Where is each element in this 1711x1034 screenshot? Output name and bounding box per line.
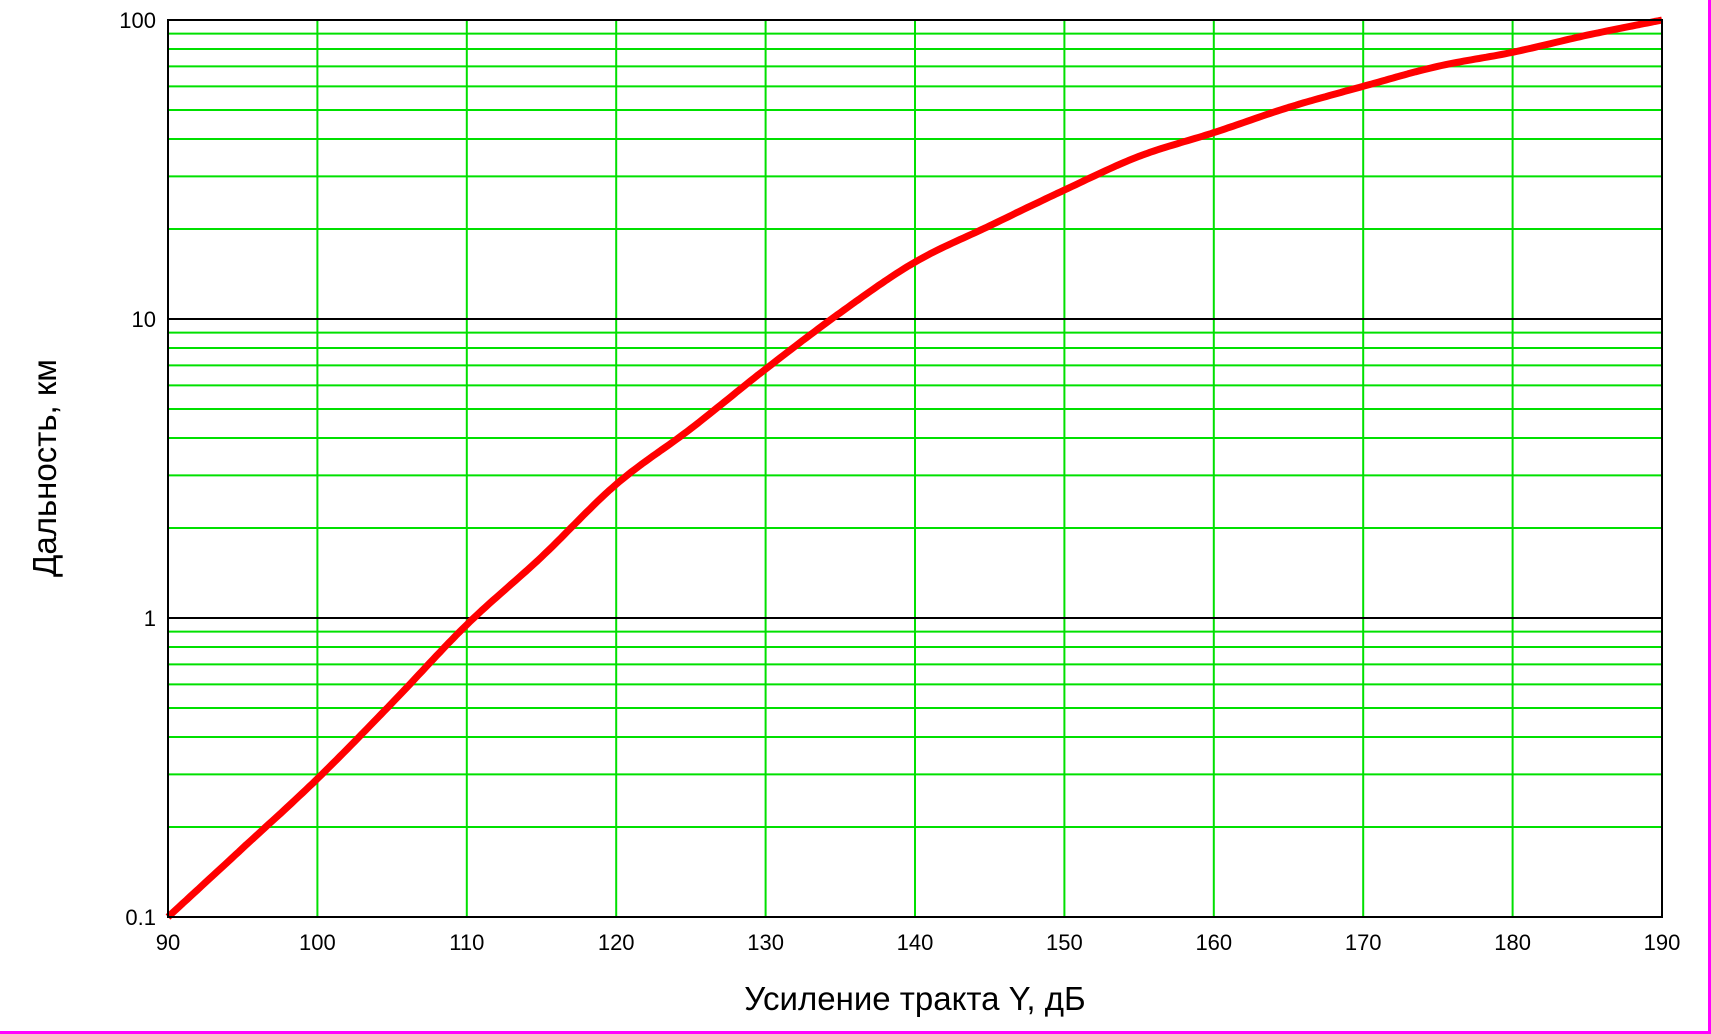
tick-labels: 90 100 110 120 130 140 150 160 170 180 1900.111010…	[119, 8, 1680, 955]
x-tick-label: 140	[897, 930, 934, 955]
x-tick-label: 90	[156, 930, 180, 955]
grid-lines	[168, 20, 1662, 917]
x-tick-label: 190	[1644, 930, 1681, 955]
x-tick-label: 170	[1345, 930, 1382, 955]
x-tick-label: 100	[299, 930, 336, 955]
y-tick-label: 0.1	[125, 905, 156, 930]
y-axis-title: Дальность, км	[26, 359, 63, 577]
x-tick-label: 120	[598, 930, 635, 955]
y-tick-label: 1	[144, 606, 156, 631]
plot-border	[167, 19, 1663, 918]
range-curve	[165, 16, 1663, 920]
x-tick-label: 110	[449, 930, 484, 955]
y-tick-label: 10	[132, 307, 156, 332]
x-axis-title: Усиление тракта Y, дБ	[744, 980, 1085, 1017]
x-tick-label: 180	[1494, 930, 1531, 955]
series-layer	[165, 16, 1663, 920]
x-tick-label: 150	[1046, 930, 1083, 955]
x-tick-label: 160	[1195, 930, 1232, 955]
y-tick-label: 100	[119, 8, 156, 33]
x-tick-label: 130	[747, 930, 784, 955]
